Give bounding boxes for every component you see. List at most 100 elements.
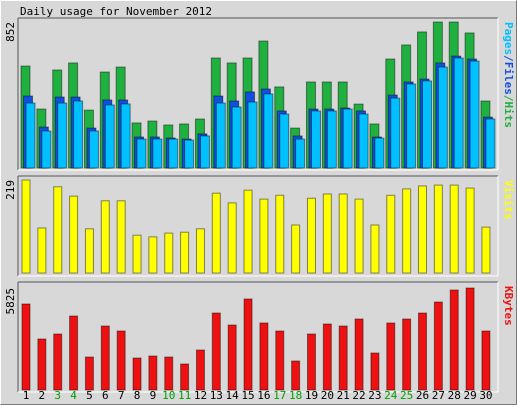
bar <box>243 298 253 391</box>
bar <box>53 333 63 391</box>
legend-separator: / <box>502 95 515 102</box>
bar <box>37 227 47 274</box>
bar <box>168 138 179 169</box>
x-tick-label: 8 <box>134 389 141 402</box>
bar <box>116 330 126 391</box>
bar <box>279 113 290 169</box>
bar <box>21 179 31 274</box>
x-tick-label: 10 <box>162 389 175 402</box>
bar <box>132 357 142 391</box>
bar <box>370 224 380 274</box>
bar <box>247 101 258 169</box>
bar <box>100 200 110 274</box>
bar <box>481 330 491 391</box>
bar <box>453 57 464 169</box>
x-tick-label: 18 <box>289 389 302 402</box>
bar <box>164 232 174 274</box>
legend-entry: Hits <box>502 102 515 129</box>
bar <box>184 139 195 169</box>
bar <box>358 113 369 169</box>
bar <box>306 197 316 274</box>
bar <box>21 303 31 391</box>
bar <box>69 195 79 274</box>
bar <box>469 60 480 169</box>
bar <box>120 103 131 169</box>
bar <box>465 187 475 274</box>
bar <box>57 102 68 169</box>
bar <box>291 224 301 274</box>
bar <box>84 356 94 391</box>
bar <box>354 318 364 391</box>
x-tick-label: 29 <box>463 389 476 402</box>
y-tick-label: 219 <box>4 180 17 200</box>
x-tick-label: 26 <box>416 389 429 402</box>
x-tick-label: 2 <box>39 389 46 402</box>
bar <box>211 312 221 391</box>
bar <box>41 130 52 169</box>
y-tick-label: 5825 <box>4 288 17 315</box>
x-tick-label: 28 <box>448 389 461 402</box>
bar <box>195 349 205 391</box>
bar <box>152 138 163 169</box>
bar <box>259 198 269 274</box>
bar <box>422 80 432 169</box>
bar <box>231 106 242 169</box>
x-tick-label: 21 <box>337 389 350 402</box>
bar <box>338 325 348 391</box>
x-tick-label: 6 <box>102 389 109 402</box>
x-tick-label: 27 <box>432 389 445 402</box>
x-tick-label: 14 <box>226 389 240 402</box>
bar <box>180 231 190 274</box>
x-tick-label: 15 <box>241 389 254 402</box>
legend-separator: / <box>502 55 515 62</box>
bar <box>449 289 459 391</box>
legend: Visits <box>502 180 515 220</box>
x-tick-label: 24 <box>384 389 398 402</box>
x-tick-label: 1 <box>23 389 30 402</box>
x-tick-label: 13 <box>210 389 223 402</box>
bar <box>275 330 285 391</box>
x-tick-label: 3 <box>54 389 61 402</box>
x-tick-label: 20 <box>321 389 334 402</box>
bar <box>481 226 491 274</box>
bar <box>437 66 448 169</box>
panel <box>18 282 498 392</box>
bar <box>37 338 47 391</box>
bar <box>295 138 306 169</box>
bar <box>386 194 396 274</box>
bar <box>100 325 110 391</box>
bar <box>164 356 174 391</box>
legend: KBytes <box>502 286 515 326</box>
legend: Pages/Files/Hits <box>502 22 515 128</box>
bar <box>25 102 36 169</box>
bar <box>84 228 94 274</box>
x-tick-label: 4 <box>70 389 77 402</box>
legend-entry: Visits <box>502 180 515 220</box>
legend-entry: KBytes <box>502 286 515 326</box>
bar <box>227 324 237 391</box>
bar <box>465 287 475 391</box>
bar <box>338 193 348 274</box>
bar <box>354 198 364 274</box>
bar <box>322 323 332 391</box>
bar <box>342 108 353 169</box>
x-tick-label: 12 <box>194 389 207 402</box>
bar <box>449 184 459 274</box>
legend-entry: Pages <box>502 22 515 55</box>
bar <box>402 188 412 274</box>
bar <box>88 130 99 169</box>
bar <box>433 301 443 391</box>
bar <box>374 137 385 169</box>
bar <box>104 104 115 169</box>
x-tick-label: 7 <box>118 389 125 402</box>
x-tick-label: 22 <box>352 389 365 402</box>
y-tick-label: 852 <box>4 22 17 42</box>
x-tick-label: 5 <box>86 389 93 402</box>
x-tick-label: 17 <box>273 389 286 402</box>
bar <box>406 83 417 169</box>
bar <box>263 93 274 169</box>
bar <box>259 322 269 391</box>
bar <box>322 193 332 274</box>
